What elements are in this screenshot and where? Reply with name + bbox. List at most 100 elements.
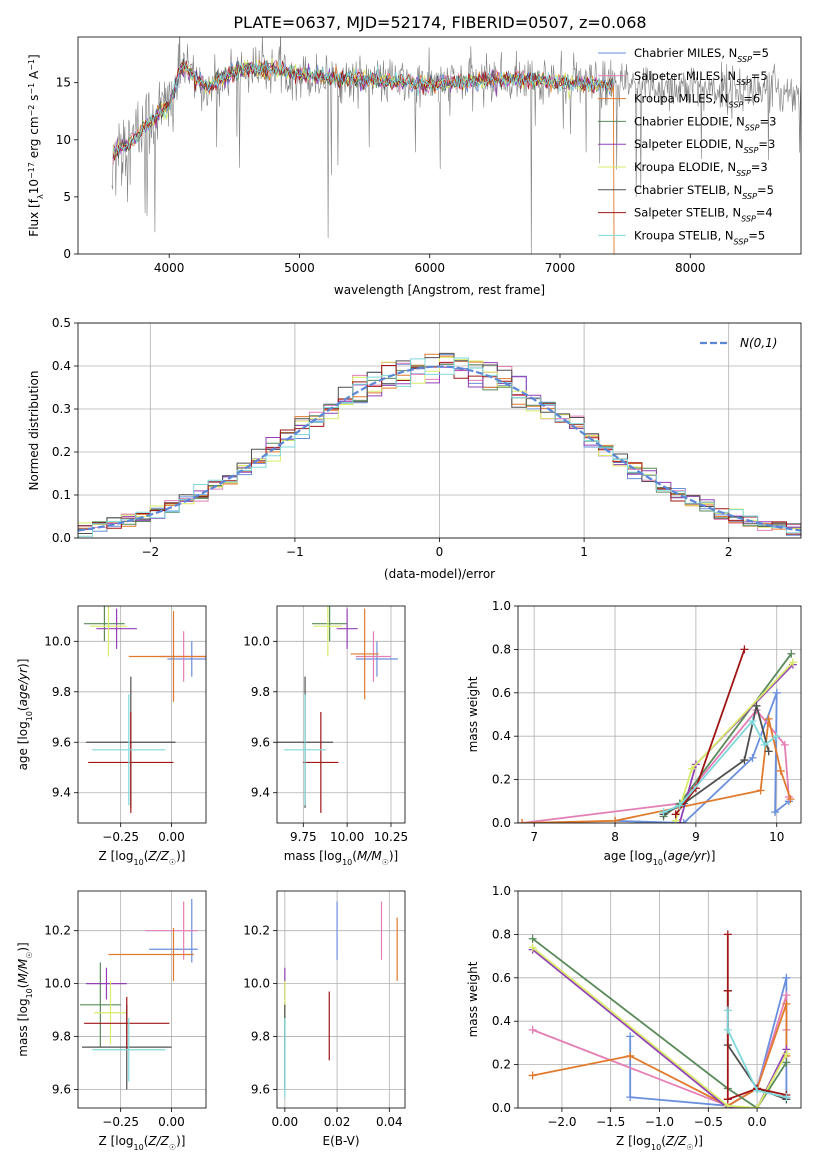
x-tick-label: −0.25 — [102, 1115, 139, 1129]
y-tick-label: 9.6 — [251, 1082, 270, 1096]
y-tick-label: 9.8 — [251, 1030, 270, 1044]
legend-label-kroupa-stelib: Kroupa STELIB, NSSP=5 — [634, 228, 765, 246]
y-tick-label: 10.0 — [243, 634, 270, 648]
x-axis-label: wavelength [Angstrom, rest frame] — [334, 283, 545, 297]
x-tick-label: 0.00 — [158, 830, 185, 844]
y-axis-label: Flux [fλ10−17 erg cm−2 s−1 A−1] — [27, 54, 45, 236]
mass-weight-line-kroupa-miles — [532, 1003, 788, 1107]
legend-label-salpeter-elodie: Salpeter ELODIE, NSSP=3 — [634, 137, 775, 155]
y-tick-label: 0.0 — [492, 816, 511, 830]
mass-weight-point-salpeter-stelib — [740, 645, 749, 654]
x-axis-label: (data-model)/error — [384, 567, 495, 581]
y-tick-label: 0.4 — [492, 1014, 511, 1028]
model-spectrum-kroupa-stelib — [112, 60, 614, 153]
x-tick-label: −1.5 — [596, 1115, 625, 1129]
x-axis-label: E(B-V) — [322, 1134, 359, 1148]
mass-weight-point-chabrier-miles — [771, 808, 780, 817]
axes-mass_vs_ebv: 0.00 0.02 0.04 9.6 9.8 10.0 10.2 — [243, 890, 406, 1129]
mass-weight-point-chabrier-stelib — [740, 756, 749, 765]
mass-weight-line-kroupa-miles — [521, 718, 792, 823]
mass-weight-line-kroupa-stelib — [726, 1010, 787, 1099]
mass-weight-point-salpeter-stelib — [723, 930, 732, 939]
y-tick-label: 0.1 — [52, 488, 71, 502]
legend-label-normal: N(0,1) — [740, 336, 777, 350]
mass-weight-point-kroupa-miles — [782, 999, 791, 1008]
mass-weight-point-chabrier-miles — [626, 1093, 635, 1102]
y-axis-label: age [log10(age/yr)] — [16, 659, 34, 771]
axes-frame — [276, 890, 406, 1109]
plot-area-residuals — [78, 352, 801, 538]
y-tick-label: 0.0 — [492, 1101, 511, 1115]
plot-area-spectrum — [111, 37, 801, 254]
x-axis-label: Z [log10(Z/Z☉)] — [99, 1134, 186, 1152]
x-tick-label: 1 — [580, 545, 588, 559]
mass-weight-point-chabrier-miles — [679, 819, 688, 823]
y-tick-label: 0.0 — [52, 531, 71, 545]
x-tick-label: 0.00 — [271, 1115, 298, 1129]
y-axis-label: mass weight — [466, 961, 480, 1037]
plot-area-age_vs_Z — [84, 606, 206, 813]
y-tick-label: 15 — [56, 76, 71, 90]
axes-age_vs_mass: 9.75 10.00 10.25 9.4 9.6 9.8 10.0 — [243, 605, 408, 844]
x-tick-label: 7000 — [545, 261, 576, 275]
mass-weight-point-kroupa-elodie — [753, 1104, 762, 1108]
x-tick-label: 8000 — [675, 261, 706, 275]
mass-weight-point-chabrier-elodie — [787, 649, 796, 658]
mass-weight-point-salpeter-miles — [782, 991, 791, 1000]
mass-weight-point-chabrier-miles — [748, 753, 757, 762]
y-tick-label: 0.8 — [492, 927, 511, 941]
y-tick-label: 10.2 — [243, 924, 270, 938]
x-tick-label: 10.00 — [330, 830, 364, 844]
mass-weight-line-salpeter-miles — [521, 708, 790, 823]
y-tick-label: 0 — [63, 247, 71, 261]
mass-weight-point-chabrier-elodie — [782, 1058, 791, 1067]
figure-title: PLATE=0637, MJD=52174, FIBERID=0507, z=0… — [233, 13, 646, 32]
mass-weight-point-kroupa-stelib — [753, 1086, 762, 1095]
mass-weight-line-chabrier-elodie — [532, 937, 788, 1108]
axes-age_vs_Z: −0.25 0.00 9.4 9.6 9.8 10.0 — [44, 605, 207, 844]
mass-weight-point-kroupa-elodie — [782, 1049, 791, 1058]
y-tick-label: 1.0 — [492, 884, 511, 898]
axes-frame — [276, 605, 406, 824]
model-cutoff-line — [612, 84, 615, 254]
normal-curve — [78, 365, 801, 532]
mass-weight-point-kroupa-miles — [518, 819, 527, 823]
y-tick-label: 0.6 — [492, 686, 511, 700]
mass-weight-point-kroupa-stelib — [760, 740, 769, 749]
x-axis-label: Z [log10(Z/Z☉)] — [616, 1134, 703, 1152]
mass-weight-line-salpeter-elodie — [532, 948, 788, 1108]
x-tick-label: 0.00 — [158, 1115, 185, 1129]
y-tick-label: 10 — [56, 133, 71, 147]
mass-weight-point-chabrier-miles — [626, 1032, 635, 1041]
y-axis-label: Normed distribution — [27, 371, 41, 491]
mass-weight-point-salpeter-miles — [528, 1025, 537, 1034]
mass-weight-point-chabrier-stelib — [752, 701, 761, 710]
y-axis-label: mass weight — [466, 676, 480, 752]
x-axis-label: Z [log10(Z/Z☉)] — [99, 849, 186, 867]
y-tick-label: 0.2 — [492, 1058, 511, 1072]
y-tick-label: 9.6 — [52, 1082, 71, 1096]
mass-weight-point-chabrier-miles — [772, 688, 781, 697]
y-tick-label: 10.2 — [44, 924, 71, 938]
x-tick-label: 0 — [436, 545, 444, 559]
x-tick-label: 10 — [769, 830, 784, 844]
plot-area-mass_vs_Z — [80, 898, 198, 1090]
legend-label-kroupa-elodie: Kroupa ELODIE, NSSP=3 — [634, 160, 768, 178]
x-tick-label: 8 — [611, 830, 619, 844]
axes-frame — [77, 605, 207, 824]
mass-weight-line-kroupa-elodie — [532, 946, 788, 1108]
y-tick-label: 9.6 — [251, 735, 270, 749]
x-tick-label: −0.25 — [102, 830, 139, 844]
y-axis-label: mass [log10(M/M☉)] — [16, 942, 34, 1057]
mass-weight-point-kroupa-miles — [626, 1051, 635, 1060]
x-tick-label: −1 — [286, 545, 304, 559]
y-tick-label: 0.4 — [492, 729, 511, 743]
legend-label-chabrier-miles: Chabrier MILES, NSSP=5 — [634, 46, 769, 64]
mass-weight-point-kroupa-stelib — [782, 1093, 791, 1102]
y-tick-label: 0.2 — [492, 773, 511, 787]
axes-mass_vs_Z: −0.25 0.00 9.6 9.8 10.0 10.2 — [44, 890, 207, 1129]
mass-weight-point-kroupa-stelib — [723, 1006, 732, 1015]
y-tick-label: 0.2 — [52, 445, 71, 459]
y-tick-label: 9.6 — [52, 735, 71, 749]
